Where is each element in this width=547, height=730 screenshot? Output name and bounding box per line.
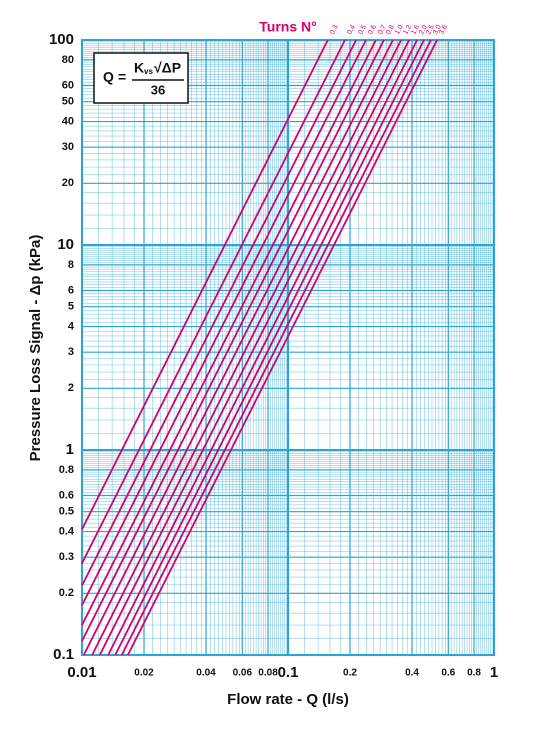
series-label: 0.4 bbox=[346, 24, 357, 36]
y-tick-label: 0.2 bbox=[59, 587, 74, 599]
series-line bbox=[127, 39, 438, 656]
formula-root: √ΔP bbox=[154, 60, 181, 76]
formula-denominator: 36 bbox=[151, 82, 165, 97]
series-line bbox=[82, 39, 394, 656]
y-tick-label: 0.5 bbox=[59, 506, 74, 518]
series-label: 0.7 bbox=[377, 24, 388, 36]
x-axis-label: Flow rate - Q (l/s) bbox=[227, 691, 349, 708]
y-tick-label: 0.8 bbox=[59, 464, 74, 476]
y-tick-label: 60 bbox=[62, 79, 74, 91]
y-tick-label: 0.1 bbox=[53, 646, 74, 663]
series-label: 0.3 bbox=[329, 24, 340, 36]
plot-frame bbox=[81, 39, 495, 656]
y-tick-label: 40 bbox=[62, 115, 74, 127]
y-tick-label: 50 bbox=[62, 96, 74, 108]
series-label: 3.6 bbox=[438, 24, 449, 36]
x-tick-label: 0.06 bbox=[233, 668, 253, 679]
series-line bbox=[81, 39, 329, 530]
series-label: 2.5 bbox=[425, 24, 436, 36]
series-line bbox=[81, 39, 346, 564]
y-tick-label: 6 bbox=[68, 284, 74, 296]
y-tick-label: 80 bbox=[62, 54, 74, 66]
y-tick-label: 1 bbox=[66, 441, 74, 458]
series-line bbox=[81, 39, 367, 606]
series-line bbox=[98, 39, 410, 656]
y-tick-label: 10 bbox=[57, 236, 74, 253]
x-tick-label: 0.01 bbox=[67, 664, 96, 681]
x-tick-label: 0.08 bbox=[258, 668, 278, 679]
series-line bbox=[120, 39, 432, 656]
formula-box: Q = K vs √ΔP 36 bbox=[93, 52, 189, 104]
series-label: 0.5 bbox=[357, 24, 368, 36]
legend-title: Turns N° bbox=[259, 19, 316, 35]
x-tick-label: 0.4 bbox=[405, 668, 419, 679]
x-tick-label: 0.04 bbox=[196, 668, 216, 679]
y-tick-label: 20 bbox=[62, 177, 74, 189]
series-label: 2.0 bbox=[418, 24, 429, 36]
y-tick-label: 0.4 bbox=[59, 525, 75, 537]
series-line bbox=[91, 39, 402, 656]
marks bbox=[81, 39, 438, 656]
y-tick-label: 4 bbox=[68, 320, 75, 332]
y-tick-label: 0.6 bbox=[59, 489, 74, 501]
formula-frame bbox=[93, 52, 189, 104]
y-tick-label: 3 bbox=[68, 346, 74, 358]
formula-lhs: Q bbox=[103, 69, 114, 85]
y-tick-label: 100 bbox=[49, 31, 74, 48]
series-label: 1.6 bbox=[410, 24, 421, 36]
series-line bbox=[81, 39, 377, 626]
y-tick-label: 0.3 bbox=[59, 551, 74, 563]
series-line bbox=[81, 39, 385, 642]
x-tick-label: 0.8 bbox=[467, 668, 481, 679]
y-tick-label: 8 bbox=[68, 259, 74, 271]
x-tick-label: 1 bbox=[490, 664, 498, 681]
x-tick-label: 0.02 bbox=[134, 668, 154, 679]
series-line bbox=[107, 39, 418, 656]
formula-k: K bbox=[134, 60, 144, 76]
y-tick-label: 5 bbox=[68, 301, 74, 313]
x-tick-label: 0.6 bbox=[441, 668, 455, 679]
series-label: 0.8 bbox=[385, 24, 396, 36]
x-tick-label: 0.1 bbox=[278, 664, 299, 681]
series-label: 0.6 bbox=[367, 24, 378, 36]
y-axis-label: Pressure Loss Signal - Δp (kPa) bbox=[27, 235, 44, 462]
y-tick-label: 30 bbox=[62, 141, 74, 153]
series-label: 1.2 bbox=[402, 24, 413, 36]
series-label: 1.0 bbox=[394, 24, 405, 36]
y-tick-label: 2 bbox=[68, 382, 74, 394]
series-label: 3.0 bbox=[432, 24, 443, 36]
series-line bbox=[114, 39, 425, 656]
series-line bbox=[81, 39, 357, 587]
x-tick-label: 0.2 bbox=[343, 668, 357, 679]
formula-sub: vs bbox=[144, 67, 153, 76]
formula-eq: = bbox=[118, 69, 126, 85]
